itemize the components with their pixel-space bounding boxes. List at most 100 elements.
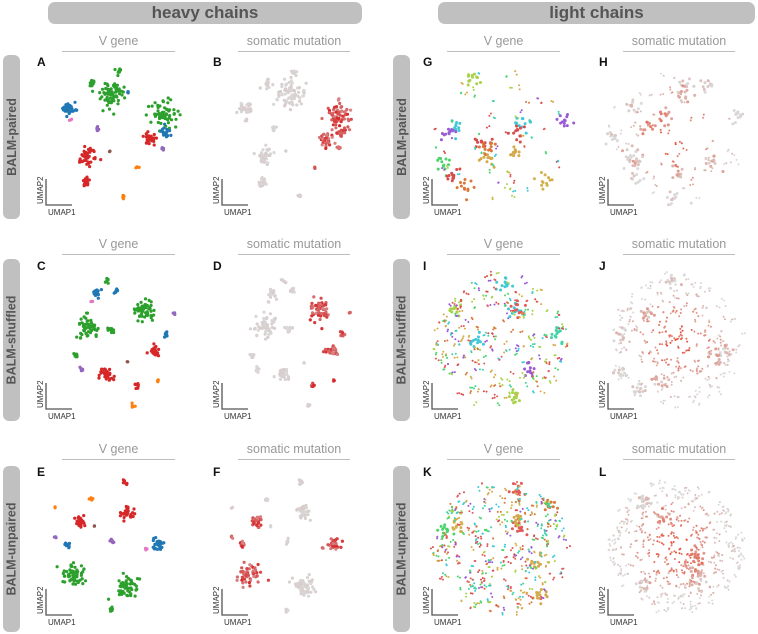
scatter-point xyxy=(518,550,520,553)
scatter-point xyxy=(684,560,686,563)
scatter-point xyxy=(132,307,136,311)
scatter-point xyxy=(132,507,136,511)
scatter-point xyxy=(548,505,550,508)
scatter-point xyxy=(536,289,539,292)
scatter-point xyxy=(700,493,703,496)
scatter-point xyxy=(95,129,99,133)
scatter-point xyxy=(644,298,647,301)
scatter-point xyxy=(264,182,268,186)
scatter-point xyxy=(690,576,694,580)
scatter-point xyxy=(497,271,500,274)
scatter-point xyxy=(314,311,318,315)
scatter-point xyxy=(687,292,690,295)
scatter-point xyxy=(119,585,124,589)
scatter-point xyxy=(633,492,636,495)
scatter-point xyxy=(648,551,651,554)
scatter-point xyxy=(510,86,513,89)
scatter-point xyxy=(514,483,517,486)
scatter-point xyxy=(489,584,492,587)
scatter-point xyxy=(503,501,506,504)
scatter-point xyxy=(727,510,730,513)
scatter-point xyxy=(453,303,456,305)
scatter-point xyxy=(308,403,312,407)
scatter-point xyxy=(685,538,688,541)
scatter-point xyxy=(657,609,660,612)
scatter-point xyxy=(632,124,635,127)
scatter-point xyxy=(536,560,540,564)
scatter-point xyxy=(514,542,517,545)
scatter-point xyxy=(620,567,623,570)
scatter-point xyxy=(84,332,88,336)
scatter-point xyxy=(467,335,470,338)
scatter-point xyxy=(521,372,524,374)
scatter-point xyxy=(557,110,560,113)
scatter-point xyxy=(122,591,126,595)
scatter-point xyxy=(741,539,744,542)
scatter-point xyxy=(472,565,475,568)
scatter-point xyxy=(615,331,619,335)
scatter-point xyxy=(635,173,639,176)
scatter-point xyxy=(524,308,527,311)
scatter-point xyxy=(339,134,343,138)
scatter-point xyxy=(493,384,496,387)
scatter-point xyxy=(494,338,497,341)
x-axis-label: UMAP1 xyxy=(48,412,76,421)
scatter-point xyxy=(452,532,456,536)
scatter-point xyxy=(723,527,726,530)
scatter-point xyxy=(297,90,301,94)
scatter-point xyxy=(75,108,79,112)
scatter-point xyxy=(656,293,659,296)
scatter-point xyxy=(498,404,501,407)
scatter-point xyxy=(440,160,444,164)
scatter-point xyxy=(532,177,536,181)
scatter-point xyxy=(727,585,730,588)
scatter-point xyxy=(645,515,647,518)
scatter-point xyxy=(733,154,736,157)
scatter-point xyxy=(618,530,621,532)
scatter-point xyxy=(718,351,722,355)
scatter-point xyxy=(444,364,447,367)
scatter-point xyxy=(644,572,647,575)
scatter-point xyxy=(686,340,689,343)
scatter-point xyxy=(518,503,521,506)
scatter-point xyxy=(86,156,90,160)
scatter-point xyxy=(624,529,627,532)
scatter-point xyxy=(280,82,284,86)
scatter-point xyxy=(468,569,471,572)
scatter-point xyxy=(443,150,446,153)
scatter-point xyxy=(97,373,101,377)
scatter-point xyxy=(300,588,304,592)
x-axis-label: UMAP1 xyxy=(48,208,76,217)
scatter-point xyxy=(512,372,515,375)
scatter-point xyxy=(493,303,496,306)
scatter-point xyxy=(540,598,543,601)
scatter-point xyxy=(275,98,279,102)
scatter-point xyxy=(637,382,641,386)
scatter-point xyxy=(734,575,737,578)
scatter-point xyxy=(274,125,278,129)
scatter-point xyxy=(527,335,530,338)
scatter-point xyxy=(538,575,540,578)
scatter-point xyxy=(550,178,554,182)
scatter-point xyxy=(491,596,494,598)
scatter-point xyxy=(514,353,517,356)
scatter-point xyxy=(546,309,549,312)
scatter-point xyxy=(156,120,160,125)
scatter-point xyxy=(643,128,647,132)
scatter-point xyxy=(657,526,660,529)
scatter-point xyxy=(457,126,461,130)
scatter-point xyxy=(646,536,649,539)
scatter-point xyxy=(468,510,471,513)
scatter-point xyxy=(268,295,273,299)
scatter-point xyxy=(673,594,675,597)
scatter-point xyxy=(525,300,528,303)
scatter-point xyxy=(630,144,634,148)
scatter-point xyxy=(705,307,707,310)
scatter-point xyxy=(658,479,661,482)
scatter-point xyxy=(443,168,446,171)
scatter-point xyxy=(743,537,746,540)
scatter-point xyxy=(529,344,532,347)
scatter-point xyxy=(528,337,531,340)
scatter-point xyxy=(458,326,461,329)
scatter-point xyxy=(516,481,518,483)
